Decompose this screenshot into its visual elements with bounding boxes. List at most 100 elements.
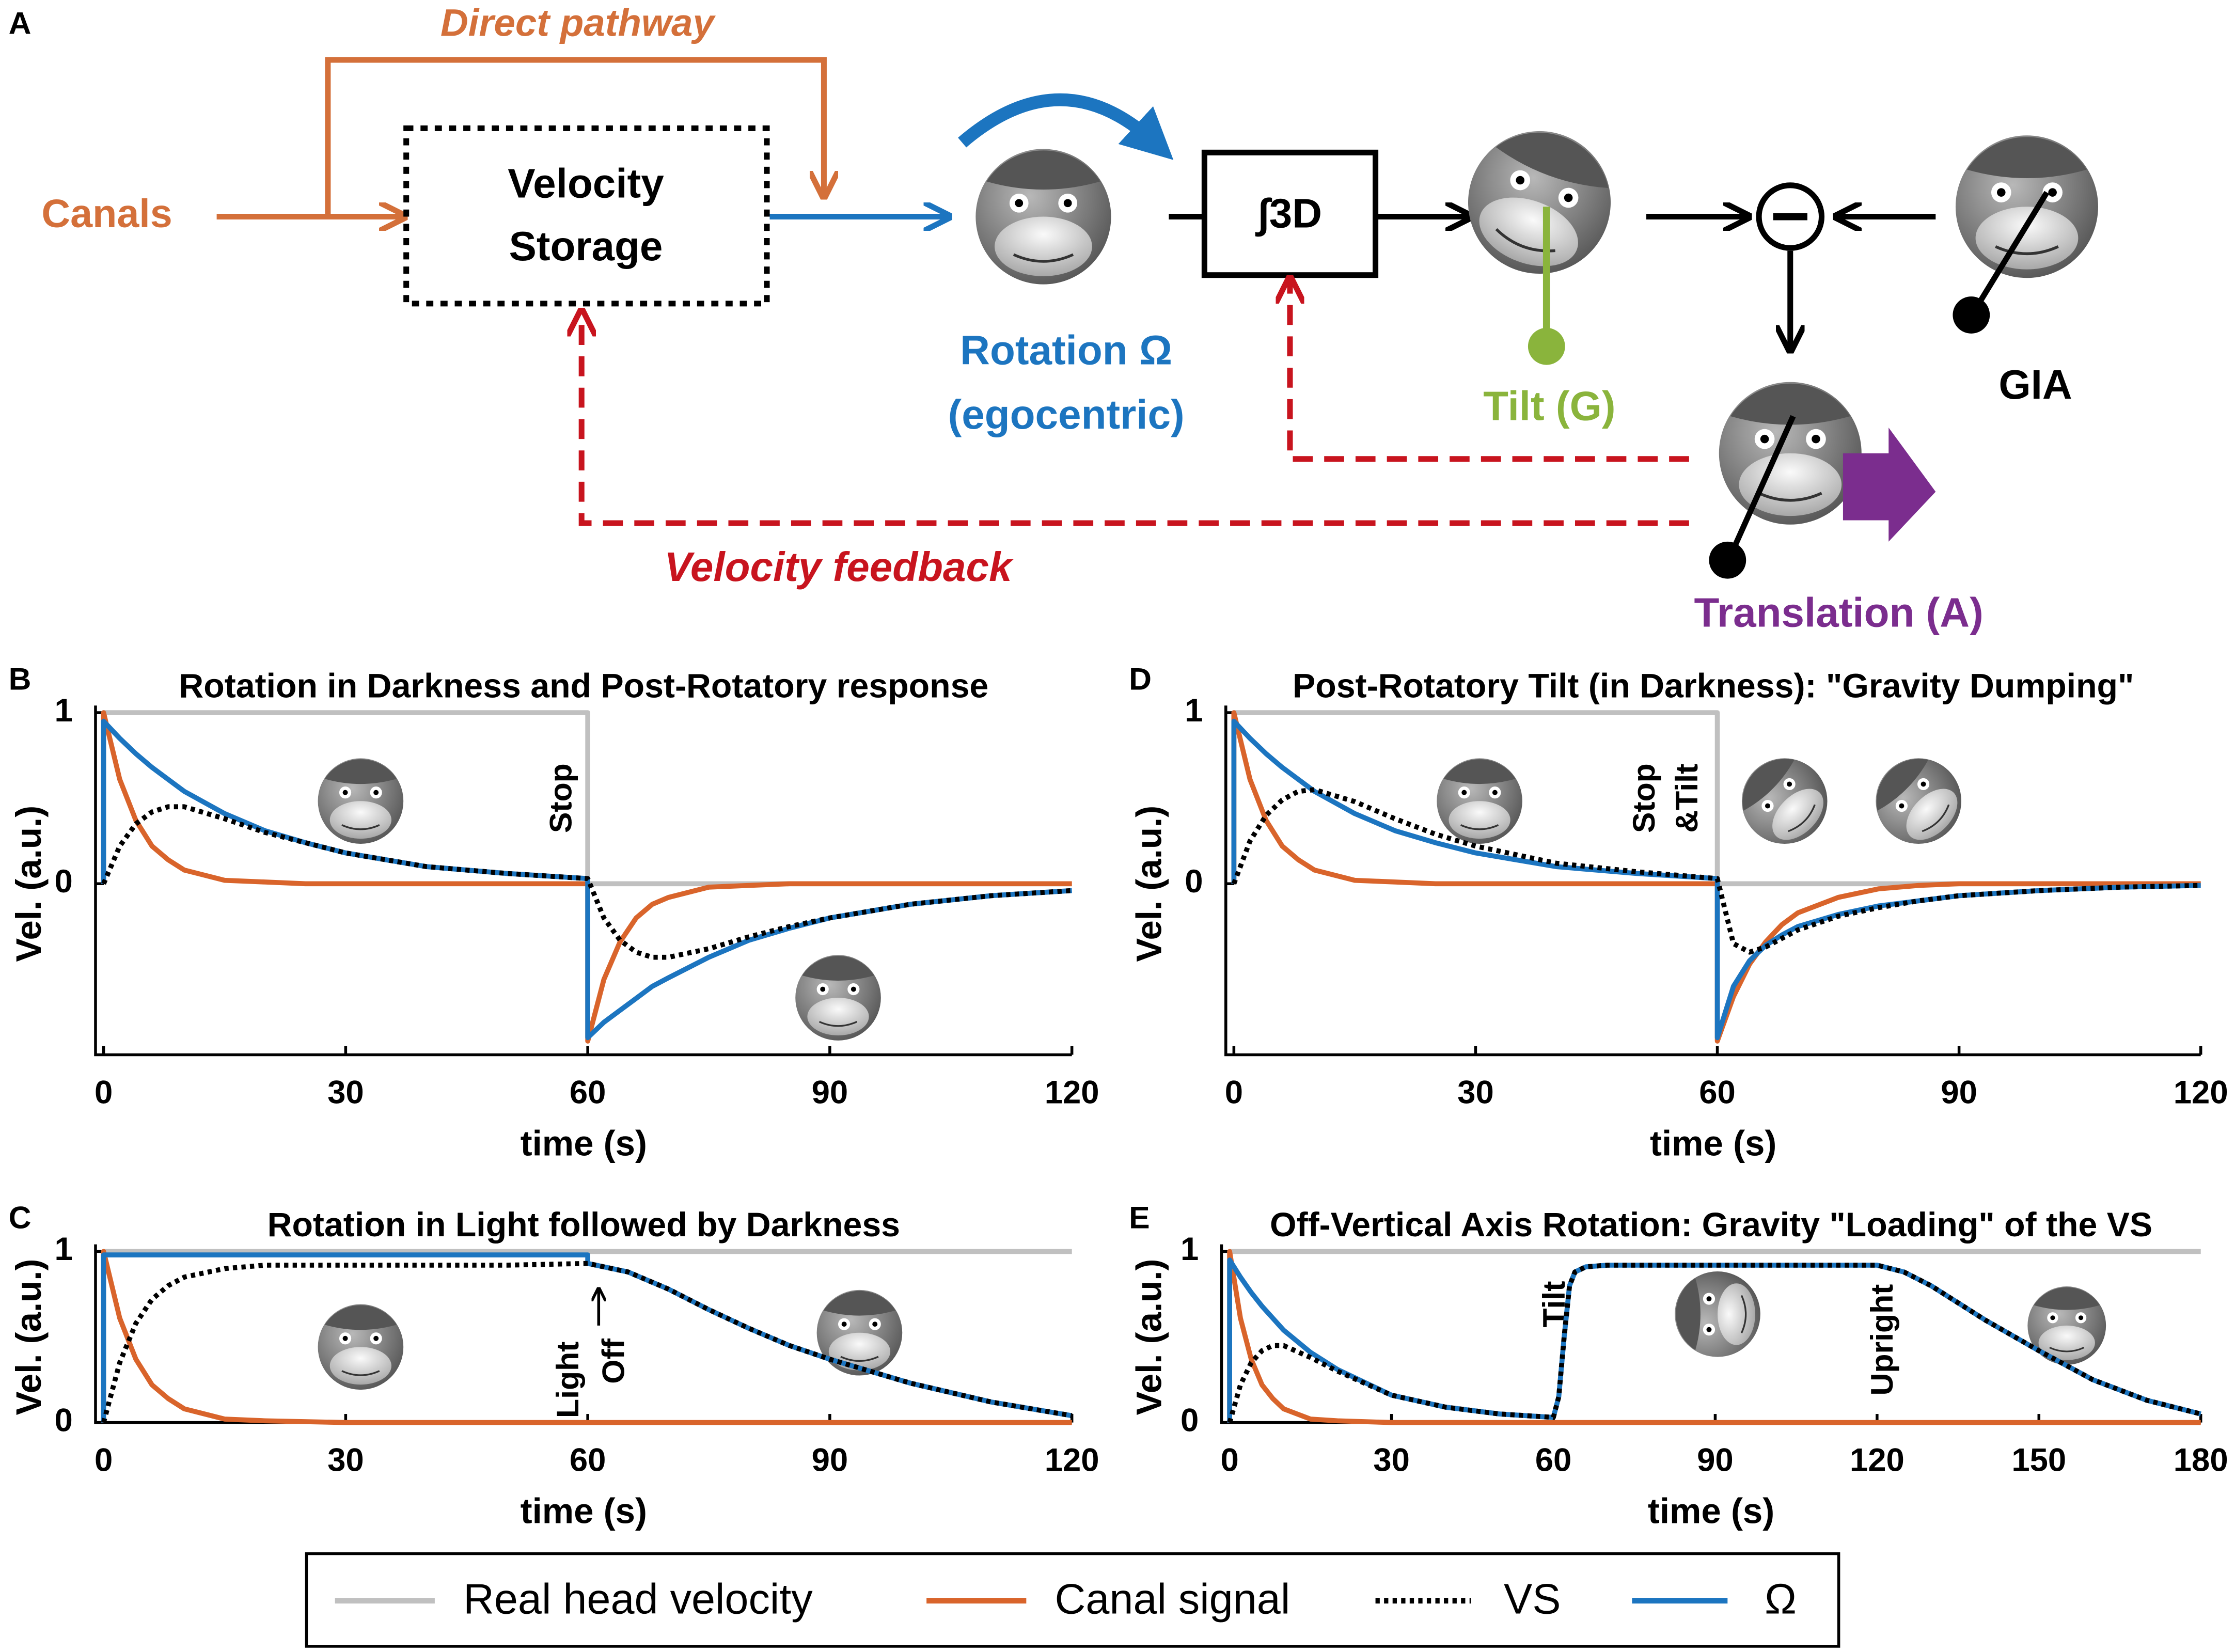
- integrator-box: [1201, 149, 1379, 278]
- x-tick-label: 60: [1535, 1442, 1572, 1478]
- x-tick-label: 60: [570, 1442, 606, 1478]
- chart-title: Post-Rotatory Tilt (in Darkness): "Gravi…: [1293, 667, 2134, 705]
- legend-box: [305, 1552, 1840, 1648]
- x-tick-label: 90: [812, 1442, 848, 1478]
- x-tick-label: 30: [1457, 1075, 1494, 1111]
- annotation: Upright: [1864, 1284, 1899, 1396]
- diagram: A Direct pathway Canals Velocity Storage…: [9, 1, 2098, 636]
- x-axis-label: time (s): [521, 1123, 647, 1163]
- legend: Real head velocity Canal signal VS Ω: [305, 1552, 1840, 1648]
- annotation: Stop: [543, 763, 578, 833]
- rotation-label: Rotation Ω: [960, 327, 1172, 373]
- x-tick-label: 120: [1850, 1442, 1905, 1478]
- x-axis-label: time (s): [1648, 1491, 1774, 1531]
- translation-arrow: [1843, 428, 1936, 542]
- series-line: [1231, 787, 2201, 955]
- monkey-icon: [815, 1289, 903, 1377]
- y-axis-label: Vel. (a.u.): [9, 806, 49, 962]
- feedback-arrow: [581, 313, 1689, 526]
- y-tick-label: 1: [55, 693, 73, 729]
- annotation: Stop: [1626, 763, 1661, 833]
- feedback-arrow: [1290, 281, 1689, 462]
- series-line: [101, 1249, 1072, 1423]
- x-axis-label: time (s): [1650, 1123, 1776, 1163]
- canals-label: Canals: [41, 192, 172, 236]
- panel-label: E: [1129, 1200, 1150, 1235]
- y-tick-label: 1: [1185, 693, 1203, 729]
- y-axis-label: Vel. (a.u.): [1129, 1259, 1169, 1415]
- x-tick-label: 90: [1697, 1442, 1734, 1478]
- y-tick-label: 1: [55, 1231, 73, 1267]
- chart: E Off-Vertical Axis Rotation: Gravity "Lo…: [1129, 1200, 2228, 1531]
- rotation-label: (egocentric): [948, 391, 1185, 437]
- legend-label: VS: [1504, 1575, 1561, 1623]
- x-tick-label: 60: [1699, 1075, 1736, 1111]
- x-tick-label: 150: [2011, 1442, 2066, 1478]
- x-tick-label: 30: [327, 1075, 364, 1111]
- x-tick-label: 120: [2174, 1075, 2228, 1111]
- monkey-icon: [1956, 135, 2098, 278]
- panel-label: A: [9, 6, 32, 41]
- chart-title: Rotation in Darkness and Post-Rotatory r…: [179, 667, 988, 705]
- series-line: [101, 804, 1072, 960]
- panel-label: C: [9, 1200, 32, 1235]
- axis-line: [94, 705, 1072, 1057]
- x-tick-label: 120: [1045, 1075, 1099, 1111]
- translation-vector: [1727, 415, 1796, 557]
- series-line: [1227, 1263, 2201, 1423]
- y-axis-label: Vel. (a.u.): [1129, 806, 1169, 962]
- x-tick-label: 90: [812, 1075, 848, 1111]
- monkey-icon: [1674, 1270, 1761, 1358]
- translation-label: Translation (A): [1694, 590, 1983, 636]
- axis-line: [1224, 705, 2201, 1057]
- feedback-label: Velocity feedback: [664, 544, 1014, 590]
- annotation: Light: [550, 1342, 585, 1418]
- chart: C Rotation in Light followed by Darkness 0…: [9, 1200, 1099, 1531]
- direct-pathway-label: Direct pathway: [440, 1, 716, 44]
- series-line: [101, 1252, 1073, 1423]
- x-tick-label: 60: [570, 1075, 606, 1111]
- series-line: [1227, 1249, 2201, 1425]
- x-tick-label: 180: [2174, 1442, 2228, 1478]
- box-label: Storage: [509, 223, 663, 269]
- series-line: [1227, 1249, 2201, 1423]
- monkey-icon: [317, 1303, 404, 1391]
- gia-label: GIA: [1998, 361, 2072, 407]
- gia-vector-tip: [1953, 296, 1990, 334]
- y-tick-label: 0: [55, 1402, 73, 1438]
- y-tick-label: 1: [1181, 1231, 1199, 1267]
- integrator-label: ∫3D: [1255, 191, 1322, 237]
- y-tick-label: 0: [1185, 863, 1203, 900]
- rotation-arrow: [958, 93, 1174, 160]
- chart-title: Off-Vertical Axis Rotation: Gravity "Loa…: [1270, 1206, 2152, 1244]
- x-tick-label: 0: [1221, 1442, 1239, 1478]
- monkey-icon: [1857, 740, 1980, 862]
- monkey-icon: [317, 757, 404, 845]
- tilt-label: Tilt (G): [1483, 383, 1615, 429]
- panel-label: B: [9, 661, 32, 696]
- monkey-icon: [1436, 757, 1523, 845]
- arrow: [325, 57, 824, 217]
- monkey-icon: [1723, 740, 1846, 862]
- x-tick-label: 0: [95, 1075, 113, 1111]
- tilt-vector-tip: [1528, 327, 1565, 365]
- monkey-icon: [794, 954, 882, 1042]
- legend-label: Canal signal: [1055, 1575, 1290, 1623]
- x-tick-label: 30: [1373, 1442, 1410, 1478]
- x-tick-label: 30: [327, 1442, 364, 1478]
- y-tick-label: 0: [1181, 1402, 1199, 1438]
- y-tick-label: 0: [55, 863, 73, 900]
- series-line: [101, 1261, 1073, 1423]
- monkey-icon: [1448, 111, 1631, 294]
- series-line: [101, 1249, 1072, 1425]
- box-label: Velocity: [508, 161, 664, 207]
- chart: D Post-Rotatory Tilt (in Darkness): "Grav…: [1129, 661, 2228, 1163]
- gia-vector: [1970, 191, 2050, 316]
- translation-vector-tip: [1709, 541, 1746, 579]
- chart-title: Rotation in Light followed by Darkness: [267, 1206, 900, 1244]
- x-axis-label: time (s): [521, 1491, 647, 1531]
- x-tick-label: 90: [1941, 1075, 1977, 1111]
- chart: B Rotation in Darkness and Post-Rotatory …: [9, 661, 1099, 1163]
